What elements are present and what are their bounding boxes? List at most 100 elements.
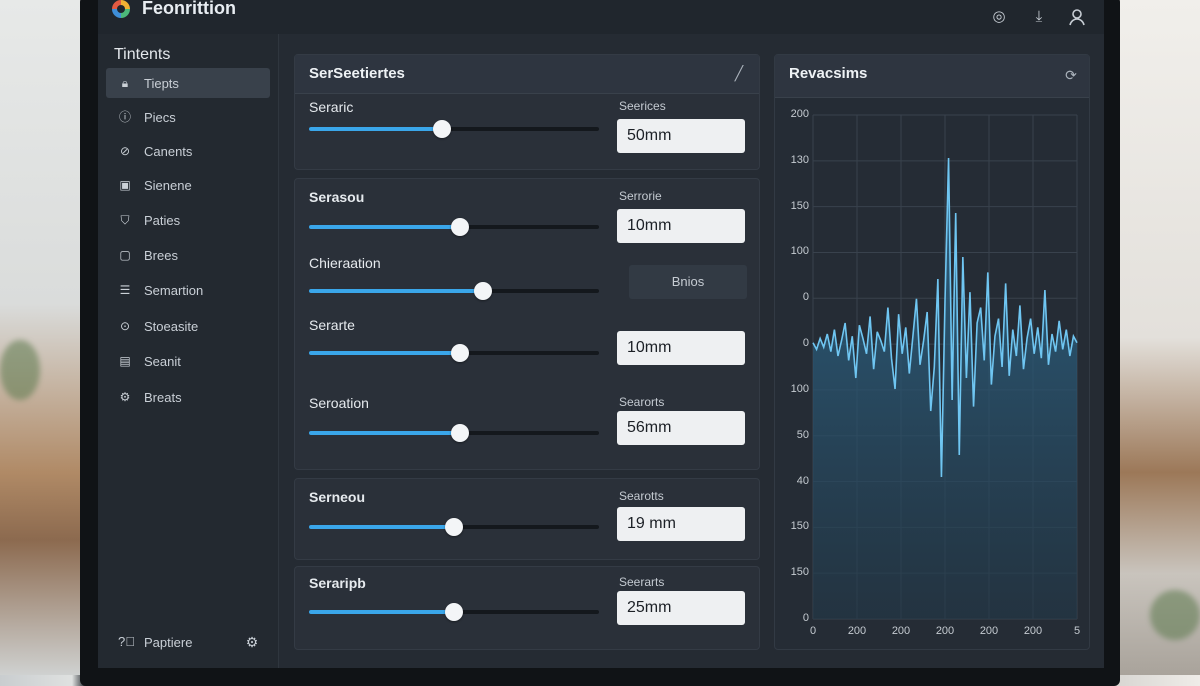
compass-icon: ⊘ — [119, 144, 131, 158]
file-icon: ▢ — [119, 248, 131, 262]
setting-row: Chieraation Bnios — [295, 255, 759, 317]
download-icon[interactable]: ⤓ — [1035, 8, 1043, 25]
x-tick-label: 0 — [809, 625, 817, 637]
group-panel: Serasou Serrorie 10mm Chieraation Bnios … — [294, 178, 760, 470]
field-label: Seerices — [619, 99, 666, 113]
x-tick-label: 200 — [979, 625, 999, 637]
slider[interactable] — [309, 120, 599, 138]
y-tick-label: 0 — [802, 337, 809, 350]
y-tick-label: 150 — [790, 566, 809, 579]
y-tick-label: 40 — [796, 474, 809, 487]
sidebar-item-brees[interactable]: ▢ Brees — [119, 248, 178, 263]
setting-label: Chieraation — [309, 255, 381, 271]
setting-row: Serarte 10mm — [295, 317, 759, 379]
slider-thumb[interactable] — [450, 344, 469, 362]
chart-svg — [812, 114, 1078, 620]
slider-thumb[interactable] — [445, 603, 463, 621]
help-icon: ?⃝ — [118, 634, 135, 649]
target-icon[interactable]: ◎ — [992, 8, 1006, 25]
edit-icon[interactable]: ╱ — [734, 65, 744, 81]
app-title: Feonrittion — [142, 0, 236, 18]
slider[interactable] — [309, 424, 599, 442]
gear-icon[interactable]: ⚙ — [245, 634, 259, 650]
setting-row: Seraric Seerices 50mm — [295, 99, 759, 161]
setting-panel: Serneou Searotts 19 mm — [294, 478, 760, 560]
settings-panel: SerSeetiertes ╱ Seraric Seerices 50mm — [294, 54, 760, 170]
sidebar-item-breats[interactable]: ⚙ Breats — [119, 390, 182, 405]
user-icon[interactable] — [1068, 8, 1086, 26]
chart-panel: Revacsims ⟳ 200 130 150 100 0 0 100 50 40 150 150 0… — [774, 54, 1090, 650]
option-button[interactable]: Bnios — [629, 265, 747, 299]
chart-title: Revacsims — [789, 65, 868, 82]
background-right — [1116, 0, 1200, 675]
field-label: Searorts — [619, 395, 665, 409]
value-input[interactable]: 25mm — [617, 591, 745, 625]
lock-icon: 🔒︎ — [121, 76, 129, 90]
refresh-icon[interactable]: ⟳ — [1065, 67, 1077, 83]
setting-row: Serneou Searotts 19 mm — [295, 489, 759, 551]
slider[interactable] — [309, 603, 599, 621]
y-tick-label: 200 — [790, 108, 809, 120]
sidebar-item-stoeasite[interactable]: ⊙ Stoeasite — [119, 319, 199, 334]
value-input[interactable]: 10mm — [617, 331, 745, 365]
value-input[interactable]: 56mm — [617, 411, 745, 445]
setting-label: Seraric — [309, 99, 354, 115]
x-tick-label: 5 — [1073, 625, 1081, 637]
circle-icon: ⊙ — [119, 319, 131, 333]
sidebar-item-seanit[interactable]: ▤ Seanit — [119, 354, 181, 369]
slider[interactable] — [309, 344, 599, 362]
value-input[interactable]: 50mm — [617, 119, 745, 153]
series-area — [813, 158, 1077, 619]
series-line — [812, 157, 1078, 478]
setting-row: Seraripb Seerarts 25mm — [295, 575, 759, 637]
y-tick-label: 150 — [790, 199, 809, 212]
top-bar: Feonrittion ◎ ⤓ — [98, 0, 1104, 34]
background-plant — [0, 340, 40, 400]
y-tick-label: 0 — [802, 291, 809, 304]
value-input[interactable]: 19 mm — [617, 507, 745, 541]
sidebar-item-sienene[interactable]: ▣ Sienene — [119, 178, 192, 193]
image-icon: ▣ — [119, 178, 131, 192]
sidebar-title: Tintents — [114, 46, 171, 63]
app-logo-icon — [112, 0, 130, 18]
slider-thumb[interactable] — [433, 120, 452, 138]
x-tick-label: 200 — [891, 625, 911, 637]
setting-label: Serasou — [309, 189, 365, 205]
x-tick-label: 200 — [935, 625, 955, 637]
field-label: Seerarts — [619, 575, 665, 589]
sidebar-item-paties[interactable]: ⛉ Paties — [106, 205, 270, 235]
setting-label: Seraripb — [309, 575, 366, 591]
y-tick-label: 100 — [790, 382, 809, 395]
gear-icon: ⚙ — [119, 390, 131, 404]
list-icon: ☰ — [119, 283, 131, 297]
setting-label: Serarte — [309, 317, 355, 333]
setting-label: Serneou — [309, 489, 366, 505]
y-tick-label: 50 — [796, 428, 809, 441]
sidebar: Tintents 🔒︎ Tiepts ⓘ Piecs ⊘ Canents ▣ Siene… — [98, 34, 279, 668]
document-icon: ▤ — [119, 354, 131, 368]
sidebar-item-piecs[interactable]: ⓘ Piecs — [118, 110, 176, 125]
sidebar-item-canents[interactable]: ⊘ Canents — [119, 144, 193, 159]
y-tick-label: 150 — [790, 520, 809, 533]
slider[interactable] — [309, 218, 599, 236]
slider-thumb[interactable] — [474, 282, 492, 300]
x-tick-label: 200 — [1023, 625, 1043, 637]
slider-thumb[interactable] — [450, 218, 469, 236]
background-left — [0, 0, 84, 675]
slider[interactable] — [309, 518, 599, 536]
setting-row: Seroation Searorts 56mm — [295, 395, 759, 457]
info-icon: ⓘ — [118, 110, 131, 124]
chart-panel-header: Revacsims ⟳ — [775, 55, 1089, 98]
slider[interactable] — [309, 282, 599, 300]
field-label: Searotts — [619, 489, 664, 503]
sidebar-item-semartion[interactable]: ☰ Semartion — [119, 283, 204, 298]
sidebar-item-tiepts[interactable]: 🔒︎ Tiepts — [106, 68, 270, 98]
setting-panel: Seraripb Seerarts 25mm — [294, 566, 760, 650]
setting-row: Serasou Serrorie 10mm — [295, 189, 759, 251]
value-input[interactable]: 10mm — [617, 209, 745, 243]
app-window: Feonrittion ◎ ⤓ Tintents 🔒︎ Tiepts ⓘ Piecs… — [98, 0, 1104, 668]
slider-thumb[interactable] — [450, 424, 469, 442]
y-tick-label: 0 — [802, 612, 809, 624]
y-tick-label: 130 — [790, 153, 809, 166]
slider-thumb[interactable] — [445, 518, 463, 536]
